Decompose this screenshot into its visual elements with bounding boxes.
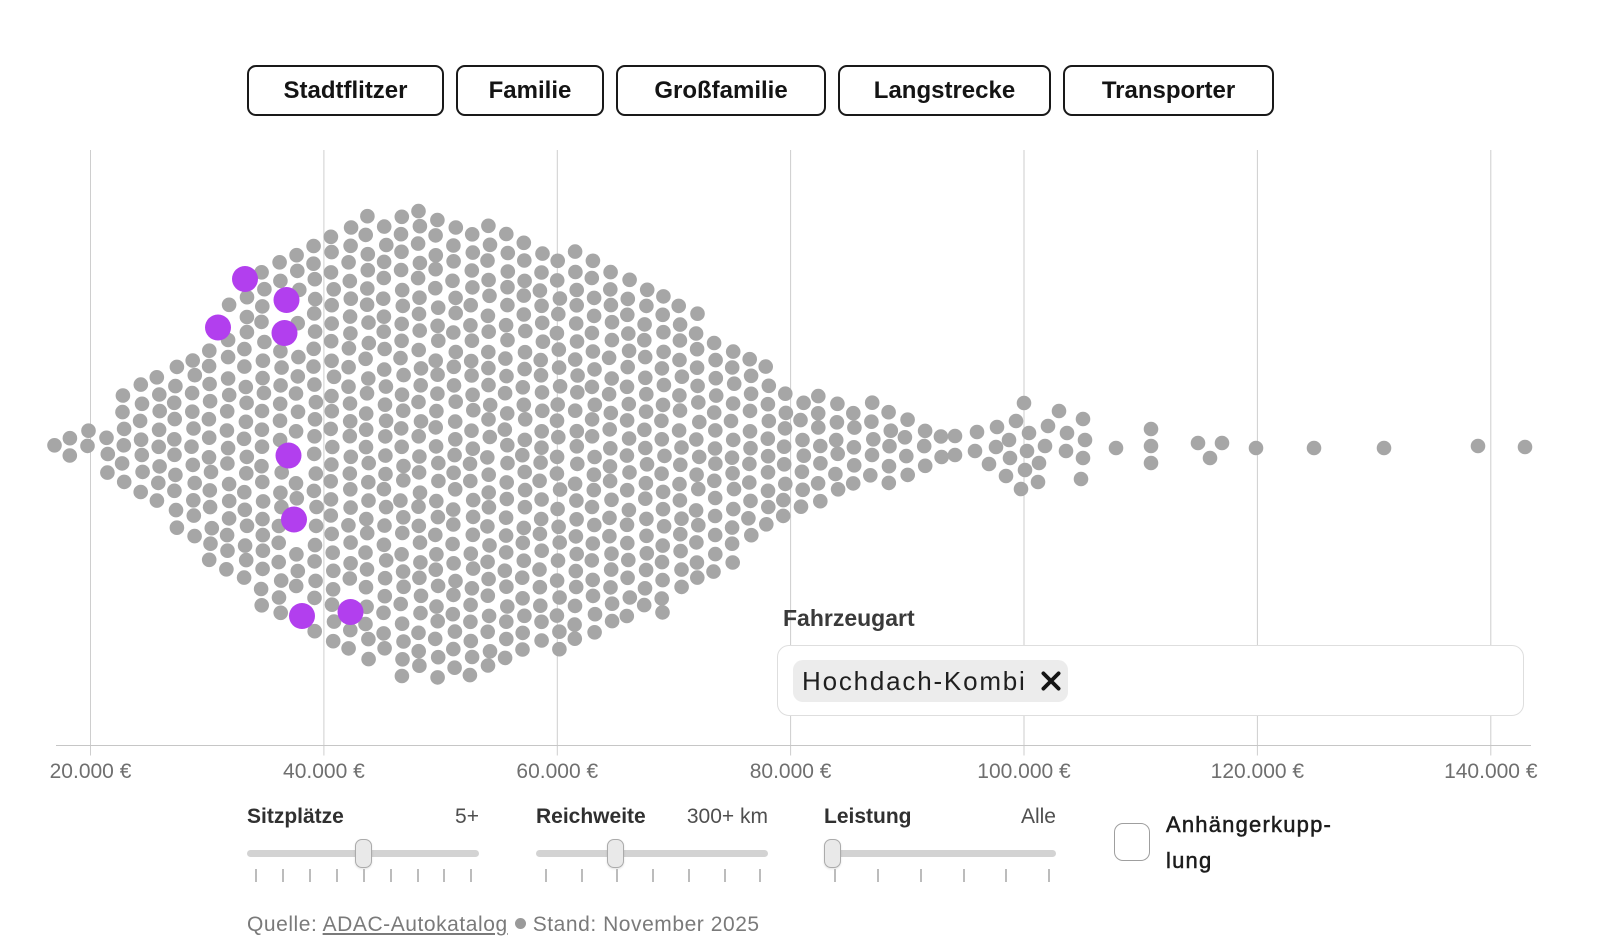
svg-text:120.000 €: 120.000 € xyxy=(1211,760,1305,783)
svg-text:80.000 €: 80.000 € xyxy=(750,760,832,783)
svg-text:60.000 €: 60.000 € xyxy=(516,760,598,783)
svg-text:20.000 €: 20.000 € xyxy=(50,760,132,783)
svg-text:100.000 €: 100.000 € xyxy=(977,760,1071,783)
svg-text:140.000 €: 140.000 € xyxy=(1444,760,1538,783)
svg-text:40.000 €: 40.000 € xyxy=(283,760,365,783)
